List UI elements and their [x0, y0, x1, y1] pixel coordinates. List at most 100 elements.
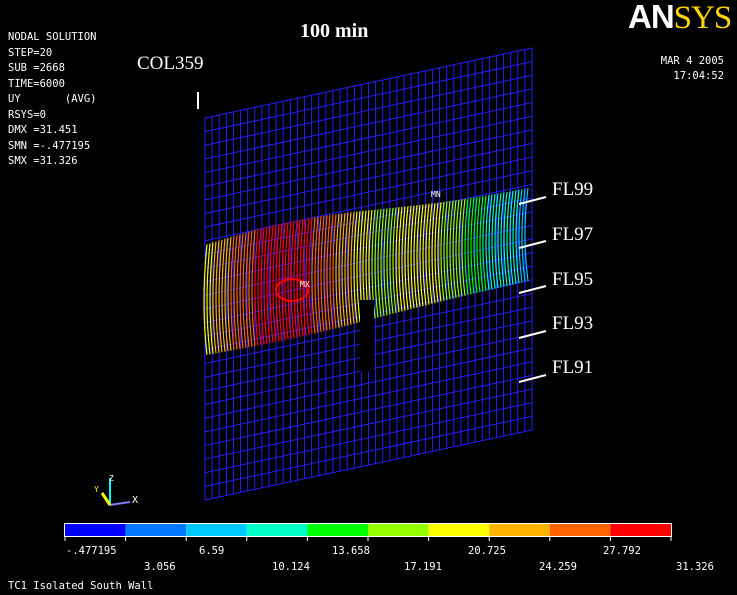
- contour-stroke: [344, 212, 349, 326]
- contour-stroke: [500, 192, 505, 287]
- contour-stroke: [410, 205, 415, 309]
- contour-stroke: [293, 220, 298, 338]
- contour-stroke: [428, 203, 433, 304]
- mesh-line: [204, 415, 533, 487]
- contour-stroke: [440, 201, 445, 301]
- info-line: SUB =2668: [8, 62, 65, 74]
- contour-stroke: [524, 187, 529, 282]
- contour-stroke: [386, 208, 391, 315]
- contour-stroke: [275, 224, 280, 342]
- contour-stroke: [329, 214, 334, 330]
- info-line: SMX =31.326: [8, 155, 78, 167]
- contour-stroke: [203, 244, 208, 355]
- contour-stroke: [419, 204, 424, 307]
- legend-swatch: [246, 524, 308, 536]
- contour-stroke: [380, 208, 385, 317]
- contour-stroke: [284, 222, 289, 340]
- mesh-line: [204, 129, 533, 201]
- logo-part-sys: SYS: [673, 0, 733, 36]
- contour-stroke: [350, 211, 355, 324]
- contour-stroke: [446, 200, 451, 300]
- date-block: MAR 4 2005 17:04:52: [629, 54, 724, 84]
- contour-stroke: [269, 225, 274, 343]
- column-label: COL359: [137, 53, 204, 74]
- contour-stroke: [356, 211, 361, 323]
- legend-label: 20.725: [468, 545, 506, 557]
- contour-stroke: [308, 217, 313, 335]
- contour-stroke: [401, 206, 406, 311]
- contour-stroke: [395, 207, 400, 313]
- contour-stroke: [221, 238, 226, 352]
- floor-label-fl95: FL95: [552, 269, 594, 290]
- fl99-leader: [518, 196, 547, 205]
- info-line: STEP=20: [8, 46, 53, 59]
- contour-stroke: [461, 198, 466, 296]
- contour-stroke: [512, 190, 517, 284]
- contour-stroke: [242, 232, 247, 348]
- contour-stroke: [206, 243, 211, 355]
- legend-label: 13.658: [332, 545, 370, 557]
- contour-stroke: [473, 196, 478, 293]
- contour-stroke: [341, 212, 346, 327]
- legend-swatch: [186, 524, 247, 536]
- contour-stroke: [515, 189, 520, 284]
- contour-stroke: [479, 195, 484, 292]
- info-line: DMX =31.451: [8, 124, 78, 136]
- contour-stroke: [212, 241, 217, 354]
- contour-stroke: [467, 197, 472, 295]
- contour-stroke: [518, 189, 523, 283]
- legend-swatch: [307, 524, 368, 536]
- axis-triad: X Z Y: [94, 474, 138, 506]
- mesh-line: [204, 88, 533, 160]
- triad-x-label: X: [132, 495, 138, 506]
- contour-stroke: [335, 213, 340, 328]
- contour-stroke: [431, 202, 436, 304]
- contour-stroke: [326, 214, 331, 330]
- contour-stroke: [251, 230, 256, 347]
- contour-stroke: [383, 208, 388, 316]
- contour-stroke: [488, 194, 493, 290]
- info-line: TIME=6000: [8, 77, 65, 90]
- mesh-line: [204, 74, 533, 146]
- contour-stroke: [482, 195, 487, 291]
- fl91-leader: [518, 374, 547, 383]
- contour-stroke: [260, 227, 265, 345]
- contour-stroke: [464, 198, 469, 296]
- contour-stroke: [425, 203, 430, 305]
- legend-label: 17.191: [404, 561, 442, 573]
- legend-label: 6.59: [199, 545, 225, 557]
- contour-stroke: [338, 213, 343, 327]
- triad-y-axis: [100, 492, 112, 506]
- fl93-leader: [518, 330, 547, 339]
- legend-swatch: [610, 524, 671, 536]
- footer-title: TC1 Isolated South Wall: [8, 580, 154, 592]
- contour-stroke: [257, 228, 262, 346]
- contour-stroke: [416, 204, 421, 307]
- contour-stroke: [452, 200, 457, 298]
- contour-stroke: [317, 216, 322, 332]
- legend-swatch: [428, 524, 490, 536]
- floor-leader-lines: [518, 196, 547, 383]
- legend-swatch: [125, 524, 187, 536]
- contour-stroke: [374, 209, 379, 318]
- contour-stroke: [449, 200, 454, 299]
- floor-label-fl91: FL91: [552, 357, 594, 378]
- floor-label-fl93: FL93: [552, 313, 594, 334]
- triad-z-label: Z: [109, 474, 114, 483]
- contour-stroke: [287, 221, 292, 339]
- contour-stroke: [353, 211, 358, 324]
- mesh-line: [204, 388, 533, 460]
- triad-x-axis: [109, 501, 131, 506]
- info-line: NODAL SOLUTION: [8, 31, 97, 43]
- contour-stroke: [332, 214, 337, 329]
- wall-opening: [360, 300, 374, 372]
- triad-y-label: Y: [94, 485, 99, 494]
- contour-stroke: [263, 226, 268, 344]
- contour-stroke: [347, 212, 352, 325]
- fl97-leader: [518, 240, 547, 249]
- logo-part-an: AN: [628, 0, 675, 35]
- contour-stroke: [245, 231, 250, 348]
- legend-label: 27.792: [603, 545, 641, 557]
- contour-stroke: [506, 191, 511, 286]
- floor-label-fl97: FL97: [552, 224, 594, 245]
